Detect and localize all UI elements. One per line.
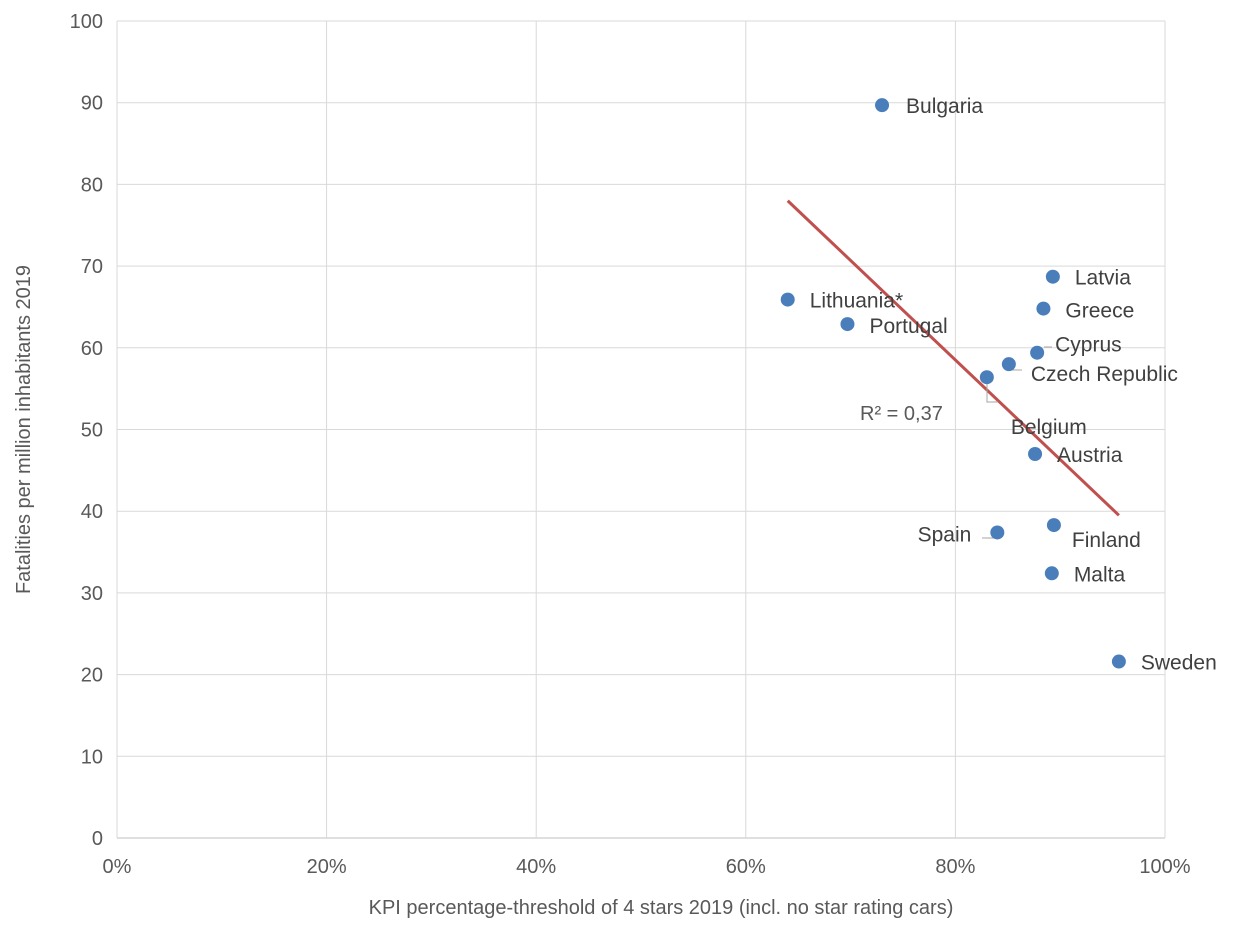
label-leader-lines: [982, 346, 1052, 539]
x-tick-label: 0%: [103, 856, 132, 878]
data-point: [979, 370, 994, 385]
y-tick-label: 20: [81, 665, 103, 687]
point-label: Lithuania*: [810, 290, 903, 313]
y-tick-label: 0: [92, 828, 103, 850]
x-tick-label: 20%: [307, 856, 347, 878]
y-tick-label: 70: [81, 256, 103, 278]
grid-lines: [116, 20, 1166, 839]
point-label: Spain: [918, 523, 972, 546]
data-point: [1030, 345, 1045, 360]
y-tick-label: 40: [81, 501, 103, 523]
point-label: Portugal: [869, 315, 947, 338]
r-squared-label: R² = 0,37: [860, 403, 943, 425]
point-label: Sweden: [1141, 652, 1217, 675]
trendline: [786, 199, 1120, 517]
x-axis-title: KPI percentage-threshold of 4 stars 2019…: [369, 897, 954, 919]
data-point: [780, 292, 795, 307]
x-tick-label: 40%: [516, 856, 556, 878]
point-label: Greece: [1065, 300, 1134, 323]
data-point: [1028, 447, 1043, 462]
data-point: [1044, 566, 1059, 581]
y-tick-label: 30: [81, 583, 103, 605]
point-label: Finland: [1072, 529, 1141, 552]
y-tick-label: 100: [70, 11, 103, 33]
point-label: Austria: [1057, 444, 1123, 467]
y-tick-label: 80: [81, 174, 103, 196]
data-point: [840, 317, 855, 332]
leader-line: [986, 381, 998, 403]
point-label: Bulgaria: [906, 95, 983, 118]
data-point: [1046, 518, 1061, 533]
data-point: [1045, 269, 1060, 284]
data-point: [1036, 301, 1051, 316]
y-tick-label: 90: [81, 93, 103, 115]
point-label: Belgium: [1011, 416, 1087, 439]
data-point: [990, 525, 1005, 540]
y-tick-label: 10: [81, 746, 103, 768]
y-tick-label: 50: [81, 420, 103, 442]
point-label: Latvia: [1075, 267, 1131, 290]
x-tick-label: 100%: [1139, 856, 1190, 878]
data-points: [780, 98, 1126, 669]
x-tick-label: 60%: [726, 856, 766, 878]
y-axis-title: Fatalities per million inhabitants 2019: [13, 265, 35, 594]
data-point: [1001, 357, 1016, 372]
x-tick-label: 80%: [935, 856, 975, 878]
y-tick-labels: 0 10 20 30 40 50 60 70 80 90 100: [70, 11, 103, 850]
y-tick-label: 60: [81, 338, 103, 360]
point-label: Czech Republic: [1031, 363, 1178, 386]
x-tick-labels: 0% 20% 40% 60% 80% 100%: [103, 856, 1191, 878]
data-point: [875, 98, 890, 113]
point-label: Cyprus: [1055, 334, 1122, 357]
data-point: [1111, 654, 1126, 669]
point-labels: Bulgaria Latvia Lithuania* Greece Portugal Cy…: [810, 95, 1217, 674]
point-label: Malta: [1074, 563, 1126, 586]
